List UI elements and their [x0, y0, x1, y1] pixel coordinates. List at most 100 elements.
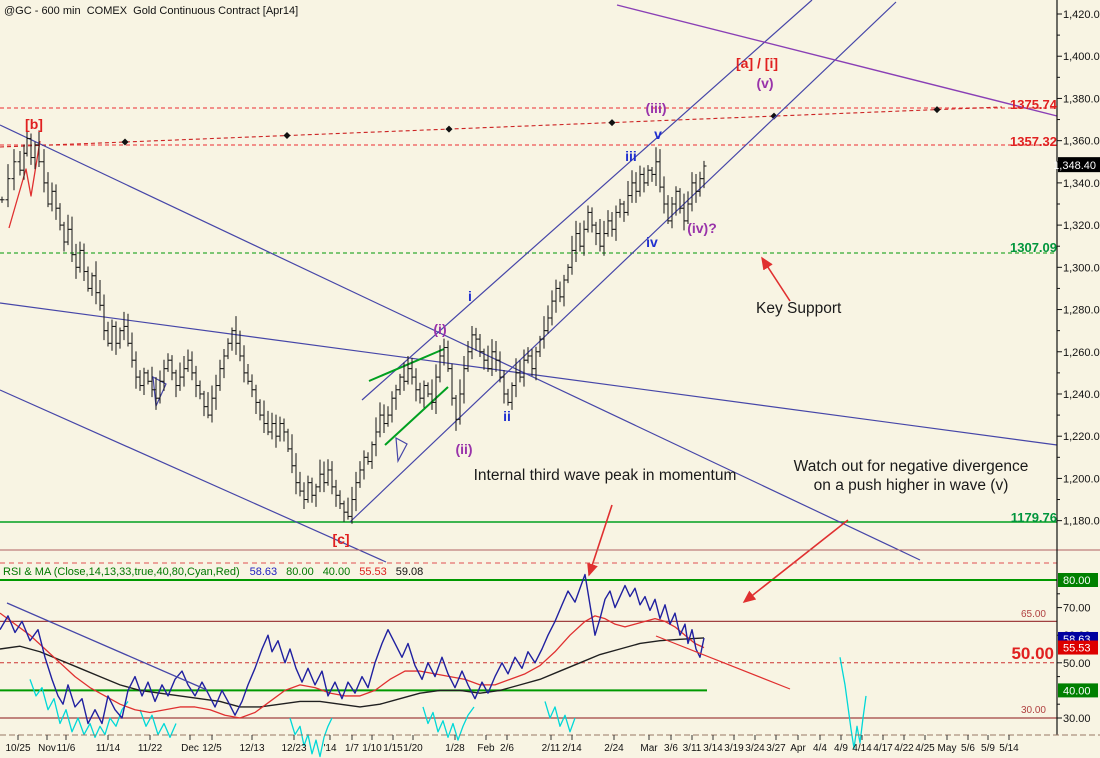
svg-text:2/24: 2/24 [604, 743, 624, 754]
svg-text:30.00: 30.00 [1063, 713, 1091, 725]
svg-text:50.00: 50.00 [1063, 658, 1091, 670]
svg-text:'14: '14 [323, 743, 336, 754]
rsi-level-label-65: 65.00 [1020, 609, 1046, 620]
price-level-label-1307[interactable]: 1307.09 [1010, 240, 1057, 255]
divergence-arrow [742, 519, 849, 603]
price-axis: 1,420.00 1,400.00 1,380.00 1,360.00 1,340.00… [1056, 0, 1100, 735]
svg-text:2/11: 2/11 [542, 743, 561, 754]
svg-text:4/14: 4/14 [852, 743, 872, 754]
svg-text:11/22: 11/22 [138, 743, 163, 754]
downtrend-shallow [0, 302, 1058, 446]
wave-label-ii: ii [503, 408, 511, 424]
svg-text:1,220.00: 1,220.00 [1063, 431, 1100, 443]
svg-text:1,280.00: 1,280.00 [1063, 305, 1100, 317]
green-flag-upper [368, 348, 445, 382]
downtrend-lower-left [0, 389, 387, 563]
svg-text:5/9: 5/9 [981, 743, 995, 754]
price-levels [0, 106, 1057, 523]
svg-text:1,400.00: 1,400.00 [1063, 51, 1100, 63]
rsi-panel [0, 573, 1057, 758]
svg-text:4/25: 4/25 [915, 743, 935, 754]
wave-label-b: [b] [25, 116, 43, 132]
rsi-value: 58.63 [249, 566, 278, 578]
svg-text:May: May [938, 743, 957, 754]
rsi-indicator-header[interactable]: RSI & MA (Close,14,13,33,true,40,80,Cyan… [3, 566, 423, 578]
svg-text:2/14: 2/14 [562, 743, 582, 754]
svg-text:1,420.00: 1,420.00 [1063, 9, 1100, 21]
svg-text:12/5: 12/5 [202, 743, 222, 754]
uptrend-from-low [349, 1, 897, 523]
rsi-level-label-50[interactable]: 50.00 [1011, 644, 1054, 663]
wave-label-i: (i) [433, 321, 446, 337]
wave-label-v: v [654, 126, 662, 142]
svg-text:12/13: 12/13 [239, 743, 264, 754]
annotation-momentum-peak[interactable]: Internal third wave peak in momentum [473, 467, 737, 484]
price-bars [0, 130, 707, 524]
svg-text:4/22: 4/22 [894, 743, 914, 754]
wave-label-i: i [468, 288, 472, 304]
panel-separators [0, 549, 1100, 564]
wave-label-iii: iii [625, 148, 637, 164]
svg-text:1,348.40: 1,348.40 [1053, 160, 1096, 172]
wave-label-iv: (iv)? [687, 220, 717, 236]
momentum-peak-arrow [587, 504, 613, 577]
svg-text:1,320.00: 1,320.00 [1063, 220, 1100, 232]
svg-text:1,380.00: 1,380.00 [1063, 93, 1100, 105]
svg-text:70.00: 70.00 [1063, 603, 1091, 615]
rsi-ma-red-value: 55.53 [359, 566, 387, 578]
svg-text:1,300.00: 1,300.00 [1063, 262, 1100, 274]
svg-text:2/6: 2/6 [500, 743, 514, 754]
svg-text:11/6: 11/6 [57, 743, 76, 754]
svg-text:3/6: 3/6 [664, 743, 678, 754]
green-flag-lower [384, 386, 449, 446]
svg-text:55.53: 55.53 [1063, 643, 1091, 655]
price-level-label-1179[interactable]: 1179.76 [1010, 510, 1057, 525]
diamond-markers [121, 106, 941, 146]
last-price-badge: 1,348.40 [1053, 157, 1100, 173]
annotation-arrows[interactable] [587, 256, 849, 603]
svg-text:5/14: 5/14 [999, 743, 1019, 754]
price-level-label-1357[interactable]: 1357.32 [1010, 134, 1057, 149]
rsi-indicator-name: RSI & MA (Close,14,13,33,true,40,80,Cyan… [3, 566, 240, 578]
svg-text:1,340.00: 1,340.00 [1063, 178, 1100, 190]
rsi-ma-black-value: 59.08 [395, 566, 424, 578]
svg-text:1,360.00: 1,360.00 [1063, 136, 1100, 148]
annotation-negative-divergence[interactable]: Watch out for negative divergence on a p… [793, 458, 1029, 495]
svg-text:4/4: 4/4 [813, 743, 827, 754]
svg-text:3/11: 3/11 [683, 743, 702, 754]
svg-text:3/14: 3/14 [703, 743, 723, 754]
trendlines[interactable] [0, 0, 1058, 563]
violet-downtrend [616, 4, 1058, 117]
svg-text:1,180.00: 1,180.00 [1063, 516, 1100, 528]
svg-text:3/19: 3/19 [724, 743, 744, 754]
svg-text:1/10: 1/10 [362, 743, 382, 754]
svg-text:Apr: Apr [790, 743, 806, 754]
svg-text:1/15: 1/15 [383, 743, 403, 754]
wave-label-ii: (ii) [455, 441, 472, 457]
wave-labels[interactable]: [b] [c] [a] / [i] (v) (iii) v iii iv (iv)? i (i) ii… [25, 55, 778, 547]
svg-text:3/27: 3/27 [766, 743, 786, 754]
price-level-label-1375[interactable]: 1375.74 [1010, 97, 1057, 112]
wave-label-iv: iv [646, 234, 658, 250]
svg-text:4/17: 4/17 [873, 743, 893, 754]
svg-text:1/7: 1/7 [345, 743, 359, 754]
uptrend-channel-upper [361, 0, 813, 401]
svg-text:Nov: Nov [38, 743, 56, 754]
wave-label-v: (v) [756, 75, 773, 91]
wave-label-c: [c] [332, 531, 349, 547]
rsi-level-label-30: 30.00 [1020, 705, 1046, 716]
annotation-key-support[interactable]: Key Support [756, 300, 842, 317]
svg-text:3/24: 3/24 [745, 743, 765, 754]
rsi-band-high-value: 80.00 [286, 566, 314, 578]
svg-text:Feb: Feb [477, 743, 495, 754]
svg-text:Dec: Dec [181, 743, 199, 754]
svg-text:4/9: 4/9 [834, 743, 848, 754]
svg-text:1/28: 1/28 [445, 743, 465, 754]
svg-text:1,260.00: 1,260.00 [1063, 347, 1100, 359]
svg-text:80.00: 80.00 [1063, 575, 1091, 587]
svg-text:10/25: 10/25 [5, 743, 30, 754]
svg-text:5/6: 5/6 [961, 743, 975, 754]
